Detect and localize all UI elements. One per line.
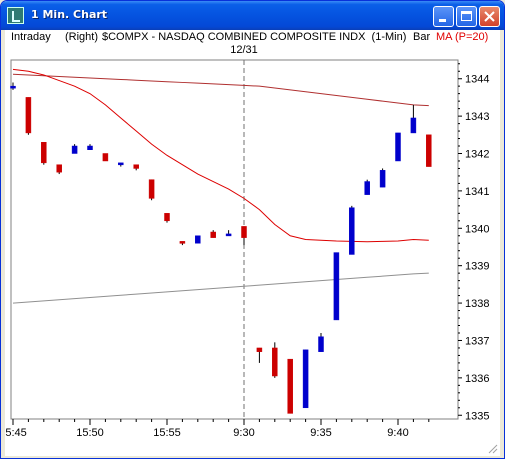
candle-body [102, 153, 109, 162]
chart-app-icon[interactable] [7, 7, 24, 24]
candle-body [25, 97, 32, 134]
y-tick-label: 1343 [465, 111, 489, 123]
moving-average-line [12, 68, 429, 243]
candle-body [287, 358, 293, 414]
x-tick-label: 9:35 [310, 427, 331, 439]
upper-band-line [12, 73, 429, 107]
candle-body [87, 145, 93, 150]
candle-body [318, 336, 324, 352]
candle-body [179, 241, 186, 244]
x-tick-label: 15:55 [153, 427, 181, 439]
chart-client-area[interactable]: Intraday (Right) $COMPX - NASDAQ COMBINE… [5, 30, 500, 456]
candle-body [395, 132, 401, 162]
minimize-button[interactable] [433, 6, 454, 27]
y-tick-label: 1335 [465, 410, 489, 422]
indicator-label[interactable]: MA (P=20) [436, 31, 489, 43]
candle-body [256, 347, 263, 352]
resize-grip-icon[interactable] [486, 442, 498, 454]
candle-body [410, 117, 417, 134]
y-tick-label: 1336 [465, 373, 489, 385]
y-tick-label: 1337 [465, 335, 489, 347]
y-tick-label: 1344 [465, 74, 489, 86]
candle-body [148, 179, 155, 199]
chart-info-bar: Intraday (Right) $COMPX - NASDAQ COMBINE… [5, 30, 500, 46]
y-tick-label: 1342 [465, 148, 489, 160]
candle-body [272, 347, 278, 377]
plot-area[interactable] [10, 59, 459, 420]
lower-band-line [12, 272, 429, 304]
candle-body [349, 207, 355, 255]
candle-body [41, 142, 47, 164]
candle-body [210, 231, 216, 238]
candle-body [379, 170, 386, 188]
candle-body [164, 213, 170, 222]
maximize-button[interactable] [456, 6, 477, 27]
price-chart[interactable]: 1335 1336 1337 1338 1339 1340 1341 1342 1343 1344… [5, 30, 500, 456]
candle-body [71, 145, 78, 154]
y-tick-label: 1339 [465, 261, 489, 273]
axis-label: (Right) [65, 31, 99, 43]
y-tick-label: 1338 [465, 298, 489, 310]
candle-body [302, 349, 309, 409]
close-button[interactable] [479, 6, 500, 27]
candle-body [56, 164, 62, 173]
candle-body [10, 85, 16, 89]
x-tick-label: 15:45 [5, 427, 27, 439]
candle-body [333, 252, 340, 321]
maximize-icon [461, 11, 472, 21]
x-tick-label: 15:50 [76, 427, 104, 439]
candle-body [364, 181, 370, 195]
candle-body [118, 162, 124, 166]
window-title: 1 Min. Chart [31, 8, 108, 21]
title-bar[interactable]: 1 Min. Chart [1, 1, 504, 30]
close-icon [484, 11, 495, 22]
minimize-icon [439, 19, 446, 22]
symbol-label: $COMPX - NASDAQ COMBINED COMPOSITE INDX … [102, 31, 407, 43]
x-tick-label: 9:30 [233, 427, 254, 439]
y-tick-label: 1341 [465, 186, 489, 198]
candle-body [133, 164, 139, 169]
y-tick-label: 1340 [465, 223, 489, 235]
candle-body [241, 226, 247, 238]
x-tick-label: 9:40 [387, 427, 408, 439]
chart-style-label[interactable]: Bar [413, 31, 431, 43]
candle-body [225, 233, 232, 237]
candle-body [195, 235, 201, 244]
date-marker-label: 12/31 [230, 44, 258, 56]
candle-body [426, 134, 432, 167]
mode-label: Intraday [11, 31, 51, 43]
